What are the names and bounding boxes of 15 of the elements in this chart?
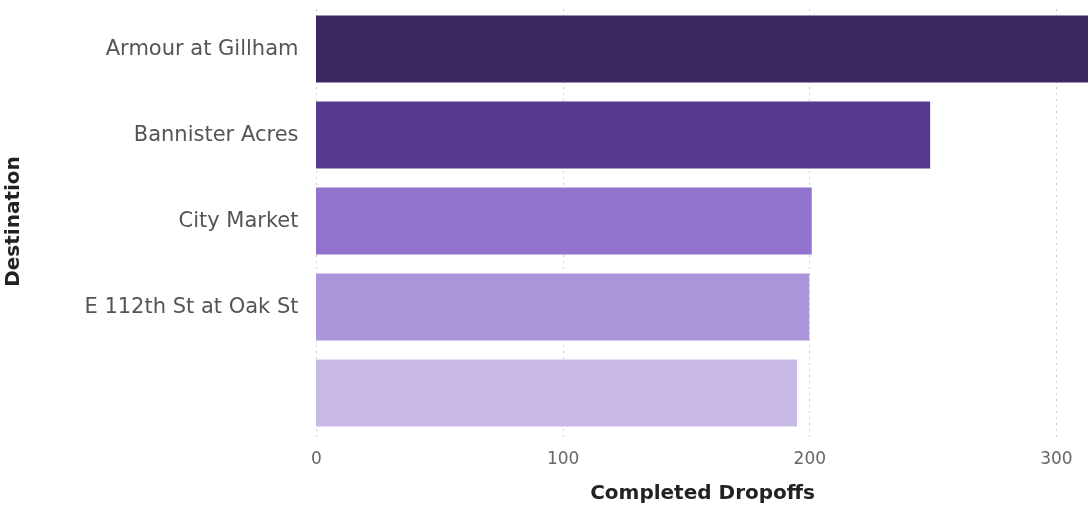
- x-tick-label: 100: [546, 447, 580, 468]
- bar: [316, 15, 1088, 83]
- x-tick-label: 0: [311, 447, 322, 468]
- y-axis-title: Destination: [0, 156, 24, 287]
- bar: [316, 101, 931, 169]
- bar: [316, 273, 810, 341]
- y-tick-label: E 112th St at Oak St: [84, 294, 299, 318]
- x-tick-label: 300: [1040, 447, 1073, 468]
- y-tick-label: City Market: [178, 208, 299, 232]
- x-axis-title: Completed Dropoffs: [590, 479, 815, 504]
- y-tick-label: Bannister Acres: [133, 122, 299, 146]
- bar: [316, 359, 797, 427]
- y-tick-label: Armour at Gillham: [105, 36, 299, 60]
- x-tick-label: 200: [793, 447, 827, 468]
- bar: [316, 187, 812, 255]
